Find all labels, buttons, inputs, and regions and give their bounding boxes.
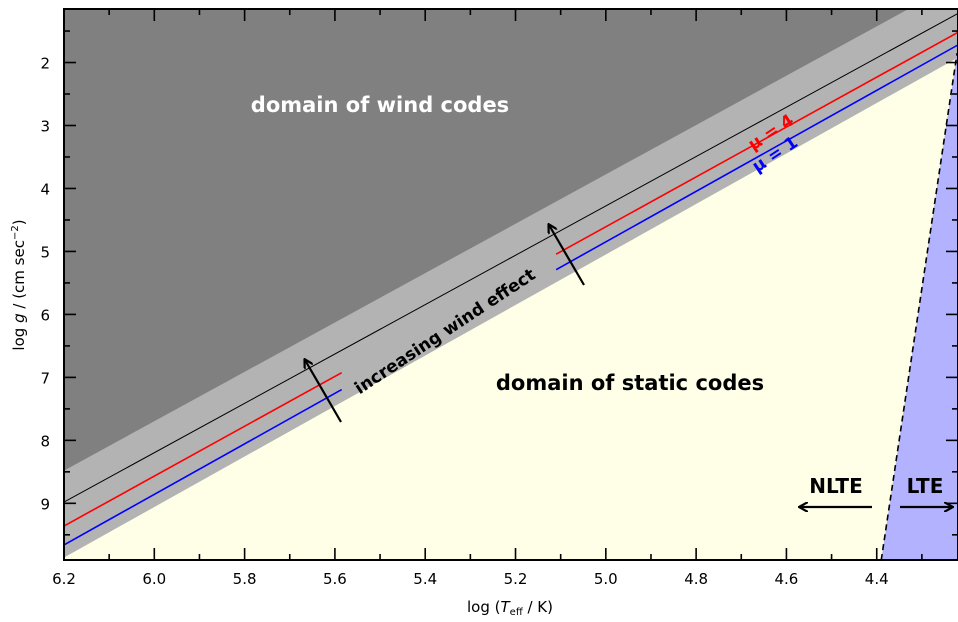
y-axis-label: log g / (cm sec−2) — [10, 219, 28, 350]
x-tick-label: 4.6 — [774, 570, 798, 588]
x-tick-label: 5.4 — [413, 570, 437, 588]
y-tick-label: 6 — [40, 306, 50, 324]
axis-tick-labels: 6.2 6.0 5.8 5.6 5.4 5.2 5.0 4.8 4.6 4.4 2 3 4 5 6 7 8 9 — [40, 55, 888, 588]
mu-4-line-upper — [555, 31, 958, 255]
mu-1-line-upper — [555, 44, 958, 271]
mu-4-line — [64, 371, 343, 527]
boundary-line — [64, 12, 958, 503]
x-tick-label: 4.8 — [684, 570, 708, 588]
y-tick-label: 5 — [40, 243, 50, 261]
y-tick-label: 4 — [40, 180, 50, 198]
lte-region — [881, 9, 958, 560]
x-tick-label: 5.2 — [504, 570, 528, 588]
nlte-label: NLTE — [809, 474, 862, 498]
x-tick-label: 5.6 — [323, 570, 347, 588]
x-axis-label: log (Teff / K) — [467, 598, 553, 618]
y-tick-label: 2 — [40, 55, 50, 73]
wind-effect-arrow-right — [549, 225, 585, 286]
y-tick-label: 3 — [40, 117, 50, 135]
x-tick-label: 5.0 — [594, 570, 618, 588]
lte-boundary-line — [880, 52, 958, 560]
static-domain-label: domain of static codes — [496, 371, 764, 395]
x-tick-label: 5.8 — [233, 570, 257, 588]
plot-frame — [63, 8, 958, 561]
axis-ticks — [63, 9, 958, 560]
x-tick-label: 6.2 — [52, 570, 76, 588]
static-region — [64, 57, 958, 560]
y-tick-label: 9 — [40, 495, 50, 513]
x-tick-label: 6.0 — [142, 570, 166, 588]
y-tick-label: 7 — [40, 369, 50, 387]
wind-effect-arrow-left — [305, 360, 342, 423]
y-tick-label: 8 — [40, 432, 50, 450]
lte-label: LTE — [907, 474, 944, 498]
wind-domain-label: domain of wind codes — [251, 93, 509, 117]
x-tick-label: 4.4 — [865, 570, 889, 588]
mu-1-line — [64, 388, 343, 546]
